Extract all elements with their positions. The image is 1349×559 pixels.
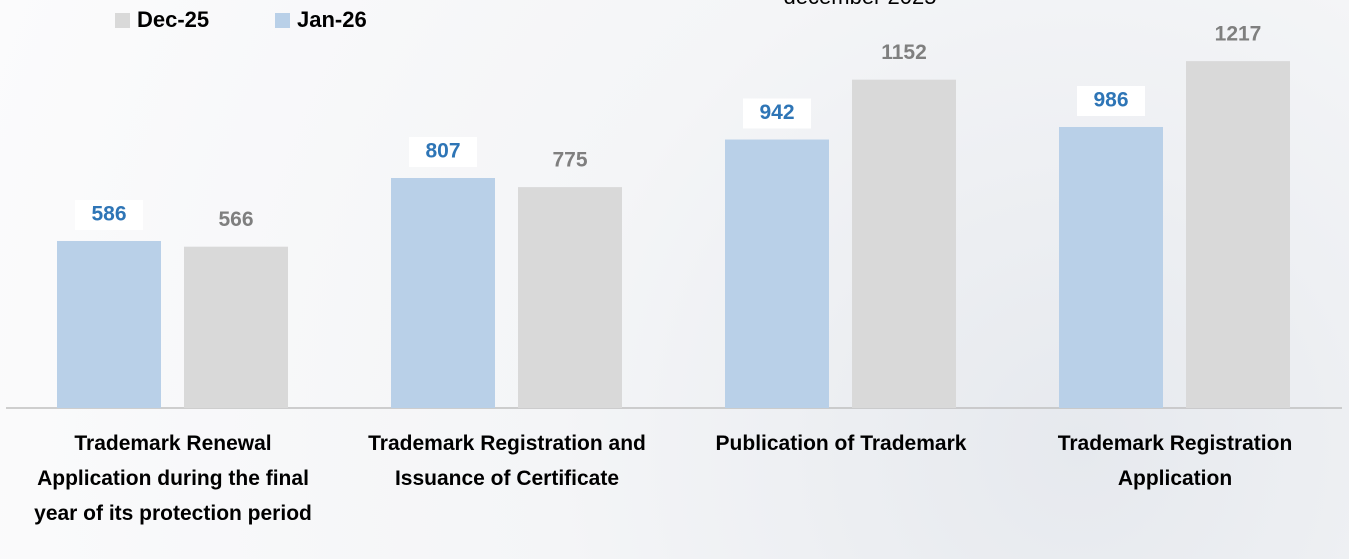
x-tick-label: Publication of Trademark (715, 432, 967, 455)
label-box (75, 199, 143, 230)
value-label: 1152 (881, 41, 927, 64)
value-label: 807 (425, 140, 460, 163)
chart-title: december 2025 (784, 0, 937, 9)
x-tick-label: Trademark Registration Application (1057, 432, 1293, 490)
value-label: 986 (1093, 89, 1128, 112)
legend-swatch (115, 13, 130, 28)
bar (725, 139, 829, 408)
x-tick-label: Trademark Renewal Application during the… (34, 432, 312, 525)
label-box (409, 137, 477, 168)
legend-label: Dec-25 (137, 7, 209, 32)
bar (852, 79, 956, 409)
value-label: 1217 (1215, 23, 1262, 46)
bar (391, 178, 495, 408)
bar (518, 187, 622, 408)
bar (184, 246, 288, 408)
value-label: 775 (552, 149, 587, 172)
label-box (1077, 85, 1145, 116)
legend-swatch (275, 13, 290, 28)
label-box (743, 98, 811, 129)
value-label: 586 (91, 203, 126, 226)
bar (1186, 61, 1290, 408)
bar (57, 240, 161, 408)
x-tick-label: Trademark Registration and Issuance of C… (368, 432, 646, 490)
bar (1059, 126, 1163, 409)
legend-label: Jan-26 (297, 7, 367, 32)
value-label: 942 (759, 101, 794, 124)
value-label: 566 (218, 208, 253, 231)
